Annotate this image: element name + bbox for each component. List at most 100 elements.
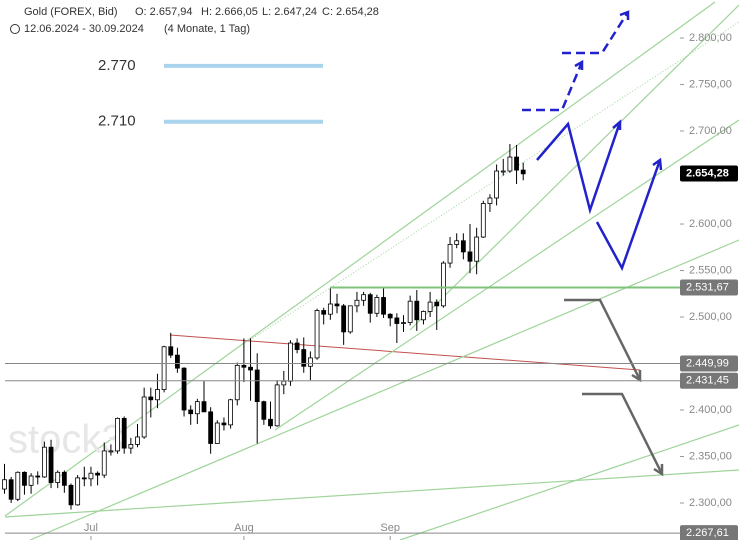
candle-body — [341, 305, 347, 333]
y-tick-label: 2.350,00 — [689, 450, 732, 462]
candle-body — [148, 396, 154, 401]
candle-body — [367, 294, 373, 314]
candle-body — [314, 310, 320, 359]
level-label: 2.710 — [98, 113, 136, 130]
clock-icon — [10, 24, 20, 34]
candle-body — [228, 399, 234, 426]
price-tag — [680, 165, 738, 182]
candle-body — [507, 156, 513, 172]
candle-body — [161, 346, 167, 390]
candle-body — [288, 342, 293, 382]
candle-body — [135, 436, 140, 445]
level-label: 2.770 — [98, 57, 136, 74]
candle-body — [467, 251, 473, 262]
candle-body — [274, 384, 280, 427]
candle-body — [48, 446, 54, 483]
candle-body — [387, 313, 393, 319]
candle-body — [361, 294, 367, 301]
high-label: H: 2.666,05 — [201, 6, 258, 18]
candle-body — [500, 170, 506, 173]
x-tick-label: Sep — [380, 522, 400, 534]
candle-body — [168, 346, 174, 356]
candle-body — [108, 450, 114, 453]
date-range: 12.06.2024 - 30.09.2024 — [24, 23, 144, 35]
close-label: C: 2.654,28 — [322, 6, 379, 18]
candle-body — [248, 366, 253, 371]
candle-body — [474, 236, 480, 262]
candle-body — [121, 417, 127, 449]
candle-body — [208, 411, 214, 444]
candle-body — [301, 349, 307, 367]
candle-body — [354, 299, 360, 307]
candle-body — [15, 471, 21, 500]
candle-body — [201, 401, 207, 413]
candle-body — [520, 169, 526, 175]
price-tag-label: 2.267,61 — [686, 527, 729, 539]
price-tag-label: 2.654,28 — [686, 167, 729, 179]
candle-body — [407, 300, 413, 323]
candle-body — [241, 364, 247, 368]
candle-body — [294, 342, 300, 350]
y-tick-label: 2.750,00 — [689, 78, 732, 90]
candle-body — [35, 475, 41, 478]
candle-body — [101, 450, 107, 476]
price-tag — [680, 279, 738, 296]
candle-body — [95, 472, 100, 476]
candle-body — [281, 380, 287, 386]
candle-body — [494, 170, 500, 199]
candle-body — [347, 305, 353, 333]
candle-body — [75, 477, 81, 506]
y-tick-label: 2.550,00 — [689, 264, 732, 276]
candle-body — [440, 262, 446, 307]
candle-body — [327, 303, 333, 315]
candle-body — [128, 444, 134, 449]
candle-body — [514, 156, 519, 171]
instrument: Gold (FOREX, Bid) — [24, 6, 118, 18]
candle-body — [421, 311, 426, 321]
y-tick-label: 2.300,00 — [689, 497, 732, 509]
price-tag-label: 2.431,45 — [686, 375, 729, 387]
price-tag — [680, 525, 738, 540]
candle-body — [174, 354, 180, 369]
candle-body — [394, 317, 400, 324]
candle-body — [414, 300, 420, 321]
x-tick-label: Jul — [84, 522, 98, 534]
y-tick-label: 2.700,00 — [689, 125, 732, 137]
candle-body — [141, 396, 147, 438]
candle-body — [42, 446, 47, 478]
header: Gold (FOREX, Bid) O: 2.657,94 H: 2.666,0… — [10, 6, 379, 35]
candle-body — [81, 477, 87, 480]
candle-body — [214, 422, 220, 444]
candle-body — [181, 367, 187, 411]
candle-body — [321, 310, 327, 315]
candle-body — [480, 203, 486, 238]
y-tick-label: 2.800,00 — [689, 32, 732, 44]
candle-body — [268, 418, 273, 427]
candle-body — [487, 197, 493, 204]
candle-body — [22, 471, 27, 486]
x-tick-label: Aug — [234, 522, 254, 534]
open-label: O: 2.657,94 — [135, 6, 193, 18]
span: (4 Monate, 1 Tag) — [164, 23, 250, 35]
candle-body — [447, 244, 453, 264]
candle-body — [221, 422, 227, 426]
candle-body — [334, 303, 340, 307]
candle-body — [8, 479, 14, 500]
candle-body — [401, 322, 406, 324]
candle-body — [434, 301, 440, 307]
price-tag — [680, 372, 738, 389]
price-tag — [680, 355, 738, 372]
candle-body — [2, 479, 7, 490]
candle-body — [374, 297, 380, 314]
candle-body — [261, 401, 267, 420]
candle-body — [115, 417, 120, 452]
y-tick-label: 2.400,00 — [689, 404, 732, 416]
candle-body — [427, 301, 433, 312]
candle-body — [460, 240, 466, 253]
candle-body — [234, 364, 240, 401]
y-tick-label: 2.500,00 — [689, 311, 732, 323]
price-tag-label: 2.449,99 — [686, 357, 729, 369]
y-tick-label: 2.600,00 — [689, 218, 732, 230]
candle-body — [307, 357, 313, 367]
